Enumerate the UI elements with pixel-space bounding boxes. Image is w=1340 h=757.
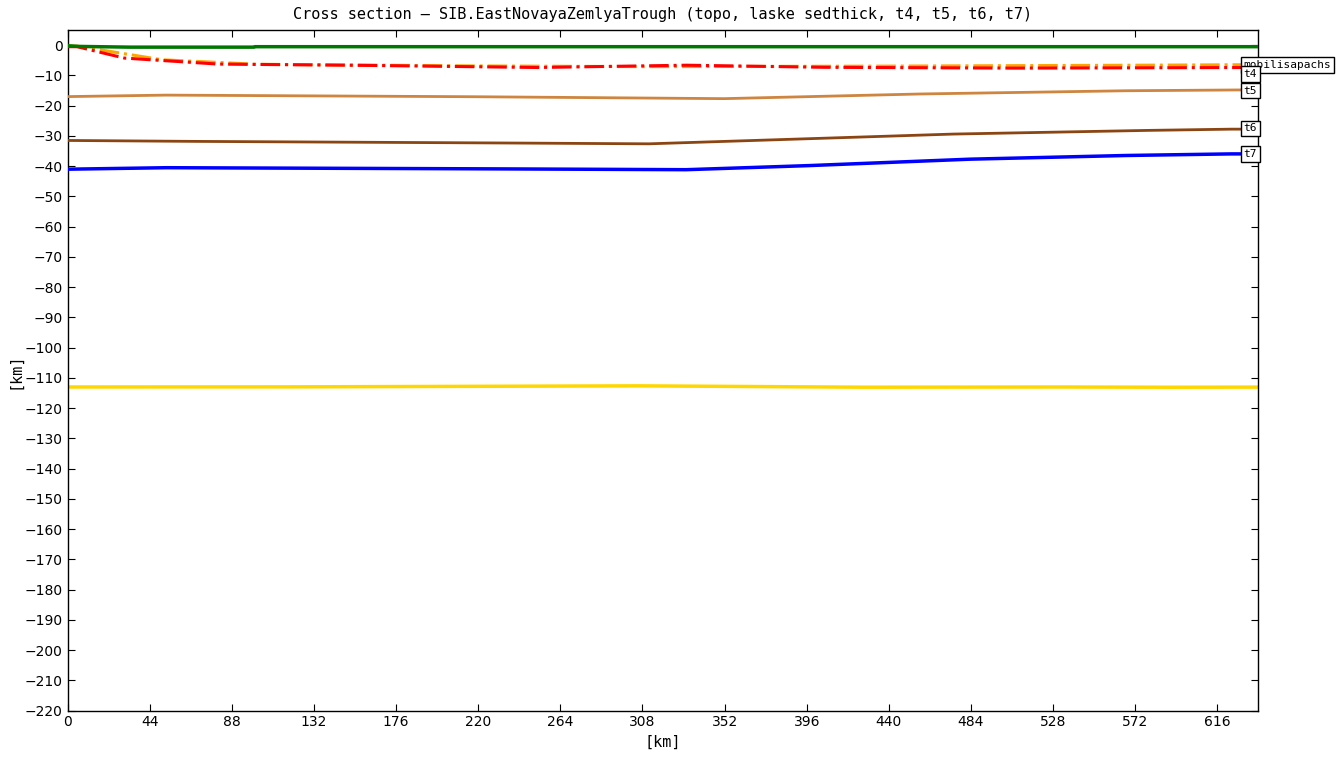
X-axis label: [km]: [km] [645,735,681,750]
Text: t4: t4 [1244,69,1257,79]
Text: t7: t7 [1244,149,1257,159]
Text: mobilisapachs: mobilisapachs [1244,60,1331,70]
Y-axis label: [km]: [km] [7,352,21,388]
Text: t5: t5 [1244,86,1257,95]
Title: Cross section – SIB.EastNovayaZemlyaTrough (topo, laske sedthick, t4, t5, t6, t7: Cross section – SIB.EastNovayaZemlyaTrou… [293,7,1033,22]
Text: t6: t6 [1244,123,1257,133]
